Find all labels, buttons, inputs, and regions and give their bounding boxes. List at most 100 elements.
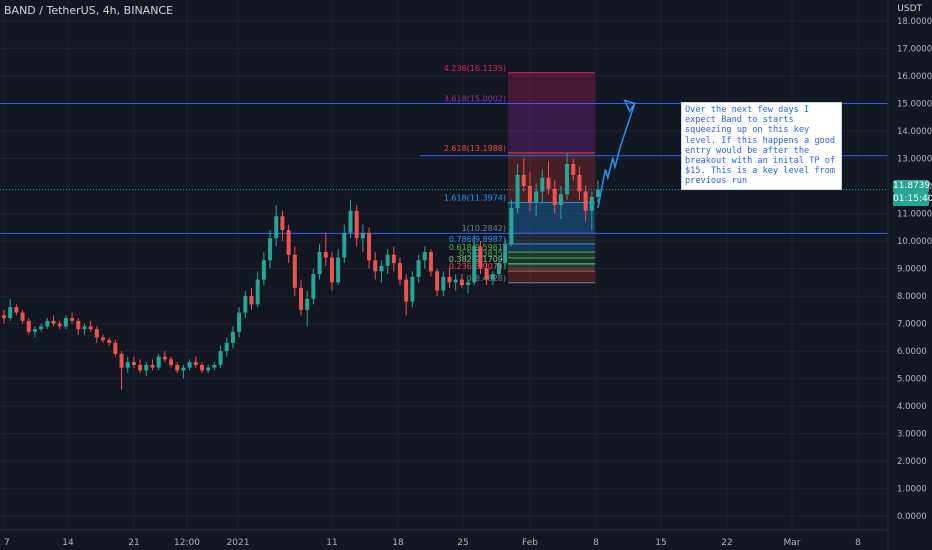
candle-body <box>131 362 136 365</box>
candle-body <box>565 163 570 195</box>
time-tick-label: 8 <box>593 538 599 548</box>
projection-path[interactable] <box>597 99 636 209</box>
candle-body <box>76 320 81 330</box>
candle-body <box>2 315 6 319</box>
candle-body <box>515 174 520 209</box>
time-axis[interactable]: 7 14 21 12:00 2021 11 18 25 Feb 8 15 22 Mar 8 <box>0 529 888 548</box>
candle-body <box>138 364 143 371</box>
time-tick-label: 25 <box>457 538 468 548</box>
candle-body <box>410 276 415 302</box>
fib-band <box>508 72 595 104</box>
candle-body <box>348 210 353 233</box>
candle-body <box>385 254 390 266</box>
candle-body <box>422 252 427 261</box>
candle-body <box>391 254 396 264</box>
candle-body <box>119 353 124 368</box>
last-price-badge: 11.8739 <box>893 180 931 193</box>
candle-body <box>577 174 582 192</box>
candle-body <box>224 342 229 352</box>
price-tick-label: 8.0000 <box>897 292 927 302</box>
fib-band <box>508 243 595 253</box>
fib-band <box>508 252 595 259</box>
candle-body <box>150 364 155 368</box>
candle-body <box>552 188 557 206</box>
fib-band <box>508 153 595 203</box>
candle-body <box>261 260 266 280</box>
candle-body <box>26 320 31 332</box>
candle-body <box>398 263 402 280</box>
price-tick-label: 0.0000 <box>897 512 927 522</box>
candle-body <box>583 191 588 211</box>
candle-body <box>534 191 539 203</box>
candle-body <box>299 287 303 310</box>
candle-body <box>292 254 297 288</box>
time-tick-label: 21 <box>128 538 139 548</box>
candle-body <box>336 257 341 283</box>
candle-body <box>94 329 99 338</box>
time-tick-label: 12:00 <box>174 538 200 548</box>
candle-body <box>144 364 149 371</box>
time-tick-label: 2021 <box>227 538 250 548</box>
price-tick-label: 18.0000 <box>897 17 932 27</box>
fib-band <box>508 103 595 154</box>
candle-body <box>82 326 87 330</box>
time-tick-label: Feb <box>522 538 538 548</box>
fib-level-label: 0.618(9.5961) <box>449 243 506 252</box>
candle-body <box>286 230 291 255</box>
candle-body <box>354 210 359 239</box>
candle-body <box>280 216 285 231</box>
candle-body <box>459 279 464 286</box>
candle-body <box>305 298 310 310</box>
time-tick-label: 15 <box>655 538 666 548</box>
candle-body <box>571 163 576 175</box>
candle-body <box>478 246 483 269</box>
candle-body <box>453 279 458 283</box>
price-tick-label: 7.0000 <box>897 320 927 330</box>
candle-body <box>596 189 600 198</box>
candle-body <box>125 362 130 368</box>
candle-body <box>527 186 532 203</box>
time-tick-label: 18 <box>392 538 404 548</box>
candle-body <box>14 307 19 313</box>
countdown-badge: 01:15:40 <box>893 193 932 206</box>
candle-body <box>367 232 372 261</box>
fib-level-label: 1(10.2842) <box>462 224 506 233</box>
candle-body <box>521 174 526 186</box>
price-tick-label: 13.0000 <box>897 154 932 164</box>
fib-band <box>508 271 595 283</box>
candle-body <box>243 296 248 313</box>
candle-body <box>187 362 192 368</box>
price-tick-label: 5.0000 <box>897 375 927 385</box>
candle-body <box>249 296 254 305</box>
price-axis[interactable]: 0.0000 1.0000 2.0000 3.0000 4.0000 5.0000 6.00… <box>887 0 932 550</box>
price-tick-label: 4.0000 <box>897 402 927 412</box>
candle-body <box>268 238 273 261</box>
fib-level-label: 0.5(9.3835) <box>459 249 506 258</box>
candle-body <box>540 177 545 192</box>
price-tick-label: 15.0000 <box>897 99 932 109</box>
candle-body <box>472 246 477 283</box>
candle-body <box>51 320 56 324</box>
candle-body <box>416 260 421 277</box>
candle-body <box>70 318 75 321</box>
candle-body <box>447 276 452 283</box>
candle-body <box>484 268 489 280</box>
fib-level-label: 0.236(8.9079) <box>449 262 506 271</box>
price-tick-label: 16.0000 <box>897 72 932 82</box>
annotation-note[interactable]: Over the next few days I expect Band to … <box>681 102 842 190</box>
fib-band <box>508 202 595 234</box>
candle-body <box>373 260 378 272</box>
candle-body <box>57 323 62 327</box>
candle-body <box>101 337 105 341</box>
candle-body <box>360 232 365 239</box>
fib-level-label: 0.382(9.1709) <box>449 255 506 264</box>
candle-body <box>435 271 440 291</box>
fib-level-label: 4.236(16.1135) <box>444 64 506 73</box>
candle-body <box>20 312 25 321</box>
candle-body <box>175 364 180 371</box>
candle-body <box>589 197 594 211</box>
currency-unit: USDT <box>897 4 922 14</box>
candle-body <box>546 177 551 189</box>
price-tick-label: 11.0000 <box>897 210 932 220</box>
